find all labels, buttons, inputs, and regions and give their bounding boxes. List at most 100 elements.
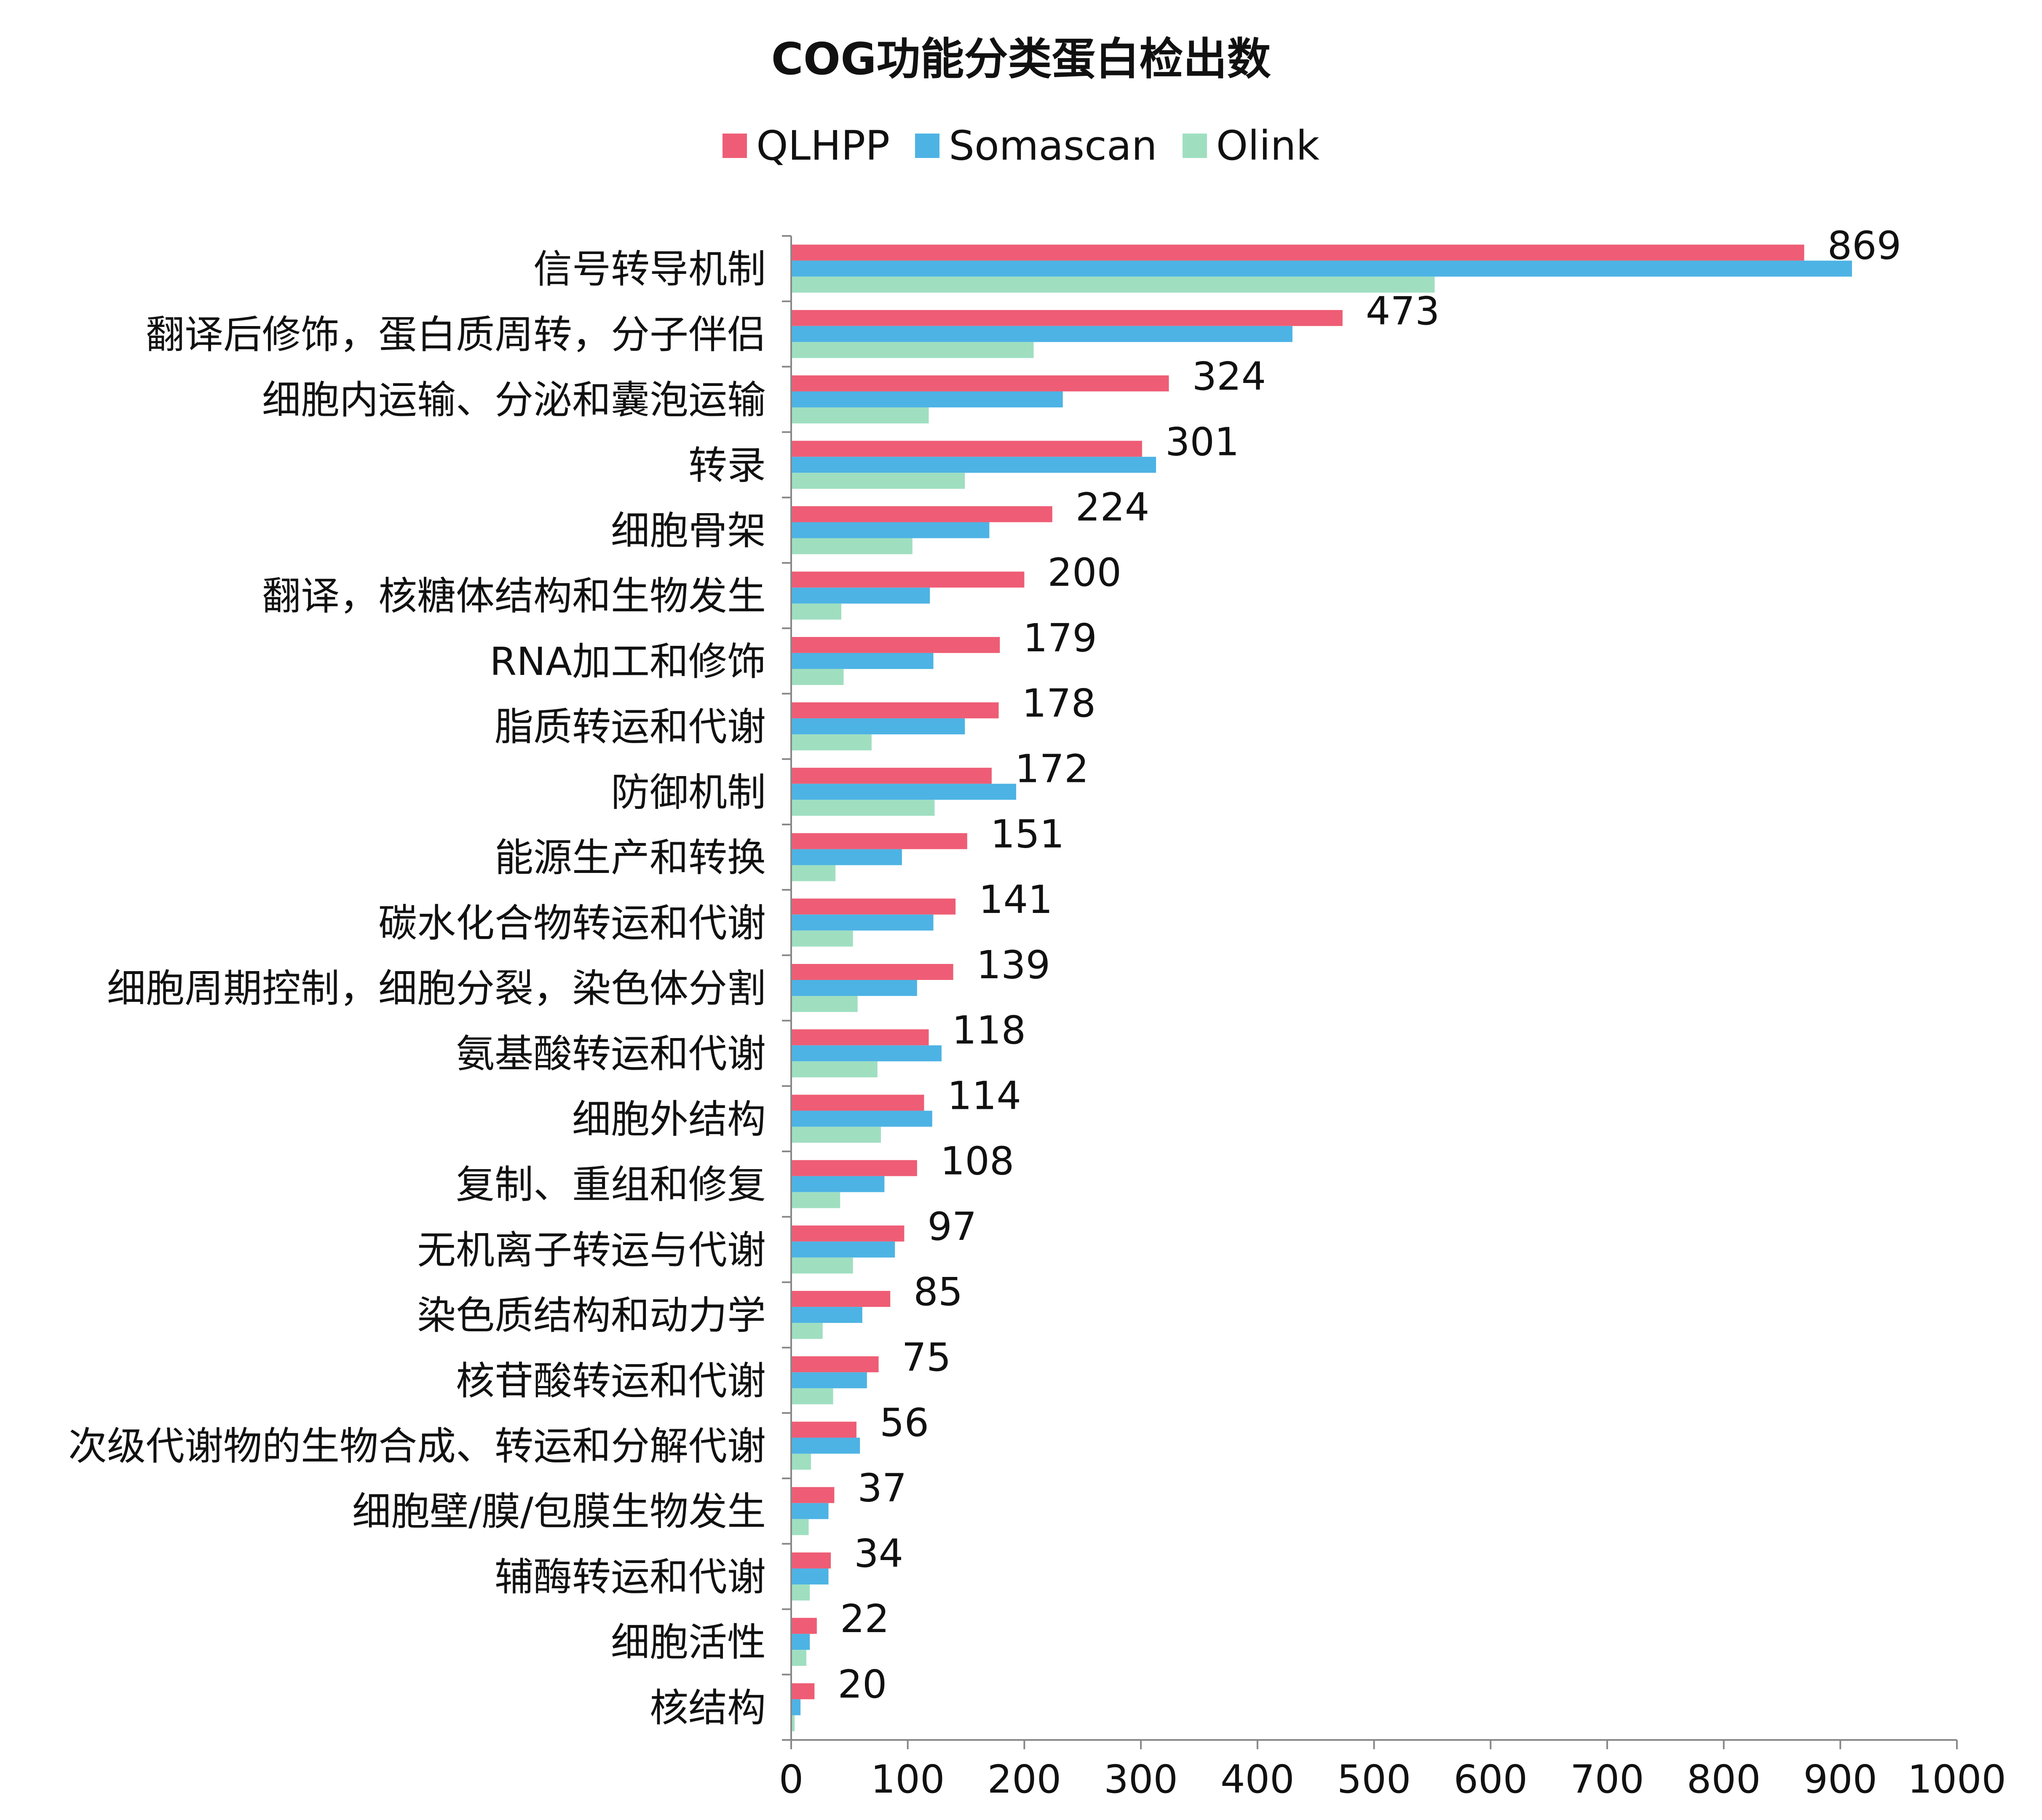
category-label: 核结构	[650, 1685, 766, 1730]
bar-olink	[791, 1584, 810, 1601]
bar-olink	[791, 1519, 809, 1535]
bar-qlhpp	[791, 1356, 879, 1373]
category-label: 防御机制	[611, 770, 766, 815]
category-label: 细胞壁/膜/包膜生物发生	[352, 1489, 766, 1534]
bar-somascan	[791, 1568, 829, 1584]
data-label: 34	[854, 1531, 903, 1576]
bar-somascan	[791, 980, 917, 996]
bar-qlhpp	[791, 1552, 831, 1568]
data-label: 139	[977, 942, 1051, 988]
bar-olink	[791, 1323, 823, 1339]
bar-somascan	[791, 653, 934, 669]
category-label: 翻译，核糖体结构和生物发生	[262, 574, 766, 619]
category-label: RNA加工和修饰	[490, 639, 766, 684]
bar-olink	[791, 1453, 811, 1470]
data-label: 114	[947, 1073, 1021, 1118]
bar-somascan	[791, 260, 1852, 277]
bar-qlhpp	[791, 571, 1025, 588]
data-label: 97	[927, 1204, 977, 1249]
bar-qlhpp	[791, 833, 967, 849]
bar-olink	[791, 473, 965, 489]
bar-somascan	[791, 914, 934, 931]
legend-item-somascan: Somascan	[915, 122, 1157, 169]
bar-olink	[791, 734, 872, 751]
bar-olink	[791, 1650, 806, 1666]
category-label: 核苷酸转运和代谢	[456, 1358, 766, 1403]
bar-somascan	[791, 849, 902, 865]
bar-qlhpp	[791, 244, 1804, 261]
bar-qlhpp	[791, 1487, 835, 1503]
category-label: 辅酶转运和代谢	[495, 1555, 766, 1600]
bar-somascan	[791, 326, 1293, 342]
category-label: 能源生产和转换	[495, 835, 766, 881]
data-label: 324	[1192, 354, 1266, 399]
bar-qlhpp	[791, 1225, 905, 1242]
bar-olink	[791, 1127, 881, 1143]
legend-label-qlhpp: QLHPP	[756, 122, 890, 169]
bar-somascan	[791, 1699, 801, 1716]
x-tick-label: 700	[1570, 1757, 1644, 1802]
bar-qlhpp	[791, 1160, 917, 1176]
category-label: 细胞骨架	[611, 508, 766, 553]
bar-somascan	[791, 522, 990, 538]
bar-qlhpp	[791, 375, 1169, 392]
bar-somascan	[791, 784, 1017, 800]
bar-olink	[791, 1257, 853, 1274]
bar-somascan	[791, 1176, 885, 1192]
category-label: 无机离子转运与代谢	[417, 1228, 766, 1273]
x-tick-label: 800	[1687, 1757, 1761, 1802]
x-tick-label: 600	[1453, 1757, 1528, 1802]
bar-somascan	[791, 1045, 942, 1062]
bar-qlhpp	[791, 1291, 891, 1307]
x-tick-label: 400	[1220, 1757, 1295, 1802]
data-label: 20	[838, 1662, 887, 1707]
legend-label-somascan: Somascan	[949, 122, 1157, 169]
data-label: 473	[1366, 289, 1440, 334]
bar-olink	[791, 1715, 795, 1732]
bar-somascan	[791, 457, 1156, 473]
bar-somascan	[791, 1307, 862, 1323]
category-label: 染色质结构和动力学	[417, 1293, 766, 1338]
bar-qlhpp	[791, 1421, 856, 1438]
data-label: 108	[940, 1139, 1014, 1184]
data-label: 141	[979, 877, 1053, 922]
legend-item-olink: Olink	[1182, 122, 1319, 169]
data-label: 22	[840, 1596, 889, 1641]
bar-olink	[791, 603, 841, 620]
data-label: 178	[1022, 681, 1096, 726]
bar-somascan	[791, 391, 1063, 408]
bar-somascan	[791, 1111, 932, 1127]
data-label: 172	[1015, 746, 1089, 791]
x-tick-label: 100	[871, 1757, 945, 1802]
legend-swatch-qlhpp	[723, 134, 747, 158]
legend: QLHPP Somascan Olink	[0, 122, 2042, 169]
bar-qlhpp	[791, 1618, 817, 1634]
data-label: 75	[902, 1335, 951, 1380]
category-label: 碳水化合物转运和代谢	[378, 901, 766, 946]
bar-olink	[791, 865, 836, 881]
data-label: 224	[1076, 484, 1150, 530]
bar-somascan	[791, 1241, 895, 1258]
bar-qlhpp	[791, 898, 956, 915]
bar-olink	[791, 276, 1435, 293]
category-label: 转录	[688, 443, 766, 488]
category-label: 次级代谢物的生物合成、转运和分解代谢	[68, 1424, 766, 1469]
bar-qlhpp	[791, 964, 953, 980]
bar-somascan	[791, 1503, 829, 1519]
bar-olink	[791, 342, 1034, 358]
x-tick-label: 900	[1803, 1757, 1877, 1802]
bar-somascan	[791, 1634, 810, 1650]
bar-qlhpp	[791, 637, 1000, 653]
x-tick-label: 1000	[1908, 1757, 2006, 1802]
legend-swatch-somascan	[915, 134, 940, 158]
x-tick-label: 0	[779, 1757, 804, 1802]
x-tick-label: 200	[988, 1757, 1062, 1802]
data-label: 85	[913, 1269, 963, 1314]
category-label: 细胞内运输、分泌和囊泡运输	[262, 377, 766, 423]
chart-title: COG功能分类蛋白检出数	[771, 33, 1271, 85]
x-tick-label: 500	[1337, 1757, 1411, 1802]
bar-somascan	[791, 1372, 867, 1389]
data-label: 200	[1047, 550, 1121, 595]
category-label: 细胞活性	[611, 1620, 766, 1665]
